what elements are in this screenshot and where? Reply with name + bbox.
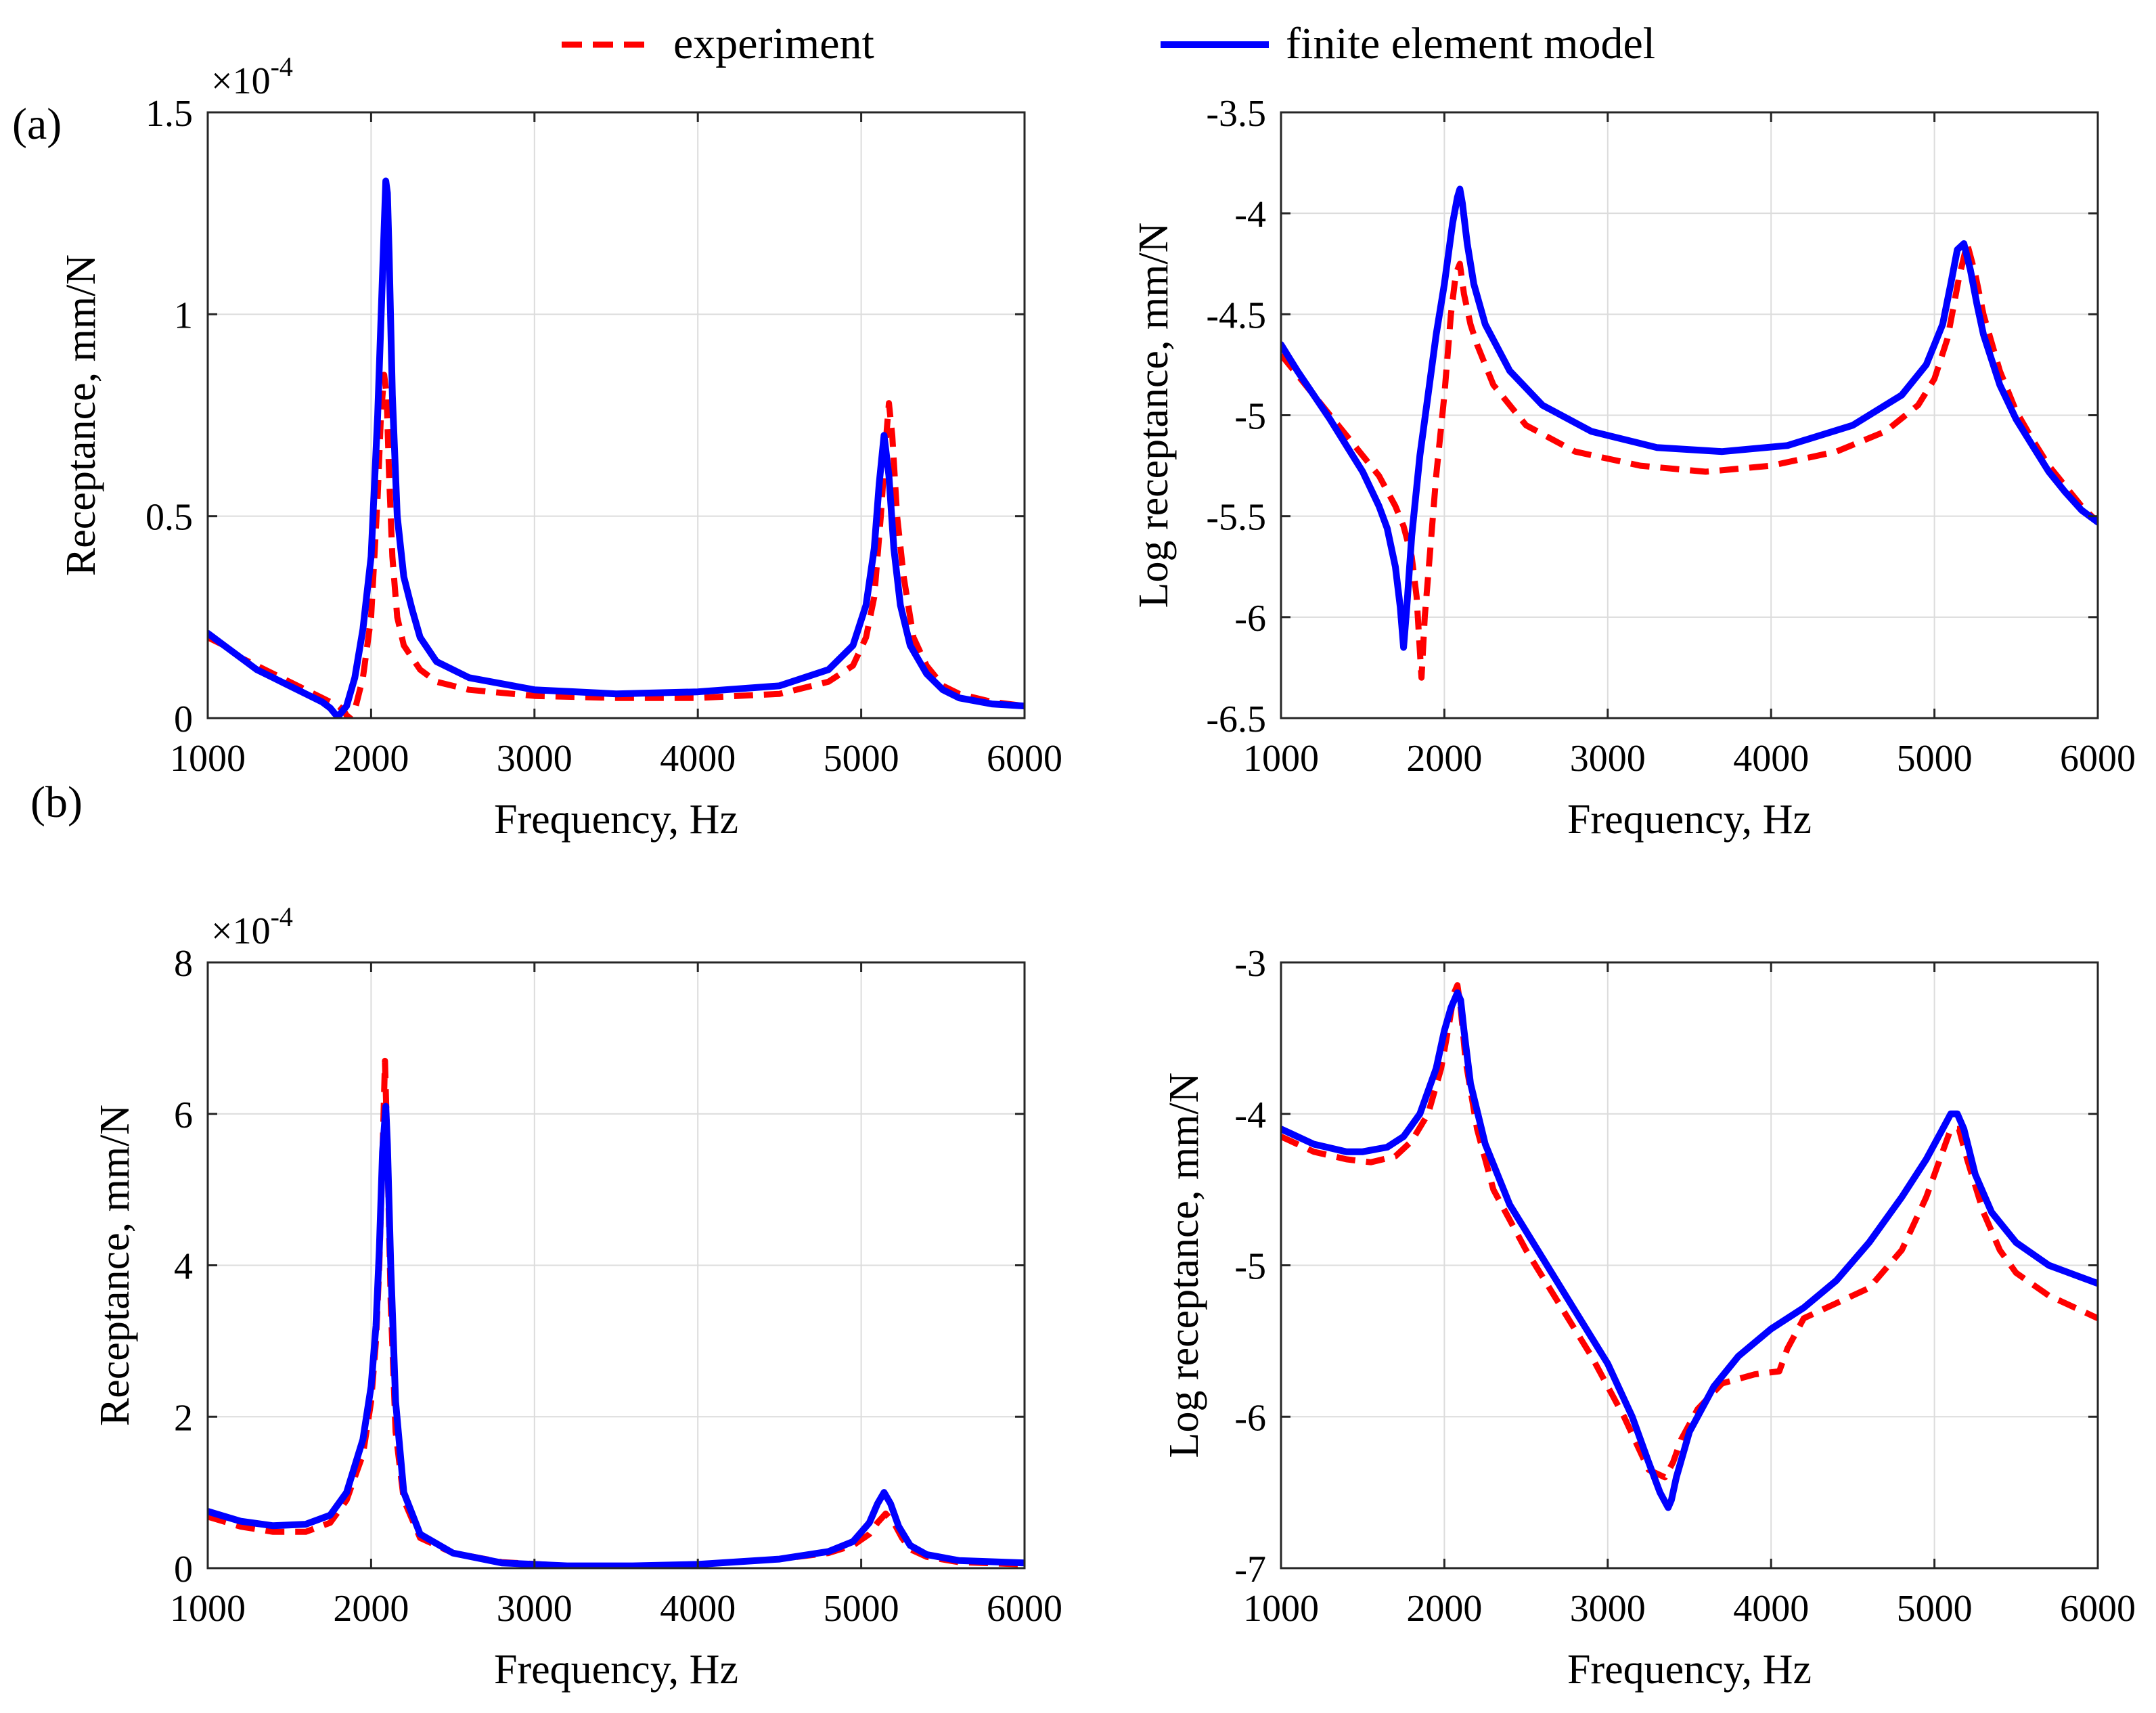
axes-frame — [206, 111, 1026, 719]
legend-experiment-label: experiment — [673, 19, 874, 68]
y-tick-label: 8 — [174, 943, 193, 985]
plot-area — [208, 112, 1025, 718]
x-axis-label: Frequency, Hz — [1567, 1647, 1812, 1693]
panel-label-b: (b) — [30, 778, 83, 827]
x-tick-label: 3000 — [1570, 738, 1646, 780]
y-tick-label: 1.5 — [145, 93, 193, 135]
y-tick-label: -5.5 — [1206, 497, 1266, 539]
x-tick-label: 1000 — [170, 1588, 246, 1630]
chart-b-log: 1000 2000 3000 4000 5000 6000 -7 -6 -5 -4 -3 Freque… — [1161, 943, 2136, 1693]
x-tick-label: 3000 — [497, 1588, 572, 1630]
y-tick-label: -4 — [1234, 1094, 1266, 1136]
y-tick-label: -5 — [1234, 1246, 1266, 1288]
x-tick-label: 2000 — [333, 738, 409, 780]
legend-fem-label: finite element model — [1286, 19, 1655, 68]
x-tick-label: 3000 — [1570, 1588, 1646, 1630]
y-tick-label: 2 — [174, 1397, 193, 1439]
y-multiplier-exponent: -4 — [271, 902, 293, 932]
y-tick-label: 0 — [174, 1549, 193, 1590]
y-axis-label: Receptance, mm/N — [58, 254, 104, 576]
y-tick-label: -6.5 — [1206, 698, 1266, 740]
x-tick-label: 4000 — [660, 738, 736, 780]
panel-label-a: (a) — [12, 99, 62, 149]
x-tick-label: 1000 — [1243, 1588, 1319, 1630]
y-tick-label: -7 — [1234, 1549, 1266, 1590]
y-multiplier-base: ×10 — [211, 60, 271, 102]
y-multiplier-base: ×10 — [211, 910, 271, 952]
chart-a-log: 1000 2000 3000 4000 5000 6000 -6.5 -6 -5.5 -5 -4.5… — [1131, 93, 2136, 843]
series-experiment-line — [1281, 982, 2098, 1481]
x-tick-label: 5000 — [1897, 738, 1973, 780]
y-axis-label: Receptance, mm/N — [92, 1105, 138, 1426]
y-axis-label: Log receptance, mm/N — [1161, 1073, 1207, 1459]
series-fem-line — [1281, 185, 2098, 651]
x-tick-label: 5000 — [824, 1588, 899, 1630]
series-experiment-line — [1281, 240, 2098, 681]
y-axis-label: Log receptance, mm/N — [1131, 223, 1177, 608]
x-tick-label: 4000 — [660, 1588, 736, 1630]
series-fem-line — [208, 177, 1025, 718]
x-tick-label: 4000 — [1733, 738, 1809, 780]
x-tick-label: 1000 — [170, 738, 246, 780]
x-axis-label: Frequency, Hz — [494, 797, 738, 843]
x-tick-label: 3000 — [497, 738, 572, 780]
y-tick-label: -6 — [1234, 598, 1266, 640]
y-tick-label: 6 — [174, 1094, 193, 1136]
y-tick-label: -5 — [1234, 396, 1266, 438]
x-tick-label: 4000 — [1733, 1588, 1809, 1630]
y-tick-label: -3 — [1234, 943, 1266, 985]
series-experiment-line — [208, 372, 1025, 718]
y-tick-label: -3.5 — [1206, 93, 1266, 135]
x-tick-label: 2000 — [1406, 738, 1482, 780]
series-fem-line — [208, 1103, 1025, 1568]
y-tick-label: -4 — [1234, 194, 1266, 236]
y-multiplier-exponent: -4 — [271, 51, 293, 82]
x-tick-label: 2000 — [333, 1588, 409, 1630]
y-tick-label: 0.5 — [145, 497, 193, 539]
x-axis-label: Frequency, Hz — [1567, 797, 1812, 843]
x-tick-label: 6000 — [987, 738, 1062, 780]
x-tick-label: 1000 — [1243, 738, 1319, 780]
x-tick-label: 5000 — [824, 738, 899, 780]
x-tick-label: 6000 — [987, 1588, 1062, 1630]
x-tick-label: 6000 — [2060, 738, 2136, 780]
series-fem-line — [1281, 989, 2098, 1511]
x-tick-label: 5000 — [1897, 1588, 1973, 1630]
y-tick-label: 1 — [174, 294, 193, 336]
y-tick-label: -4.5 — [1206, 294, 1266, 336]
y-tick-label: 0 — [174, 698, 193, 740]
x-axis-label: Frequency, Hz — [494, 1647, 738, 1693]
chart-a-linear: 1000 2000 3000 4000 5000 6000 0 0.5 1 1.5 Frequenc… — [58, 51, 1062, 843]
y-multiplier: ×10-4 — [211, 51, 293, 102]
y-multiplier: ×10-4 — [211, 902, 293, 952]
x-tick-label: 6000 — [2060, 1588, 2136, 1630]
chart-b-linear: 1000 2000 3000 4000 5000 6000 0 2 4 6 8 Frequency, … — [92, 902, 1062, 1693]
y-tick-label: -6 — [1234, 1397, 1266, 1439]
legend: experiment finite element model — [562, 19, 1655, 68]
y-tick-label: 4 — [174, 1246, 193, 1288]
x-tick-label: 2000 — [1406, 1588, 1482, 1630]
